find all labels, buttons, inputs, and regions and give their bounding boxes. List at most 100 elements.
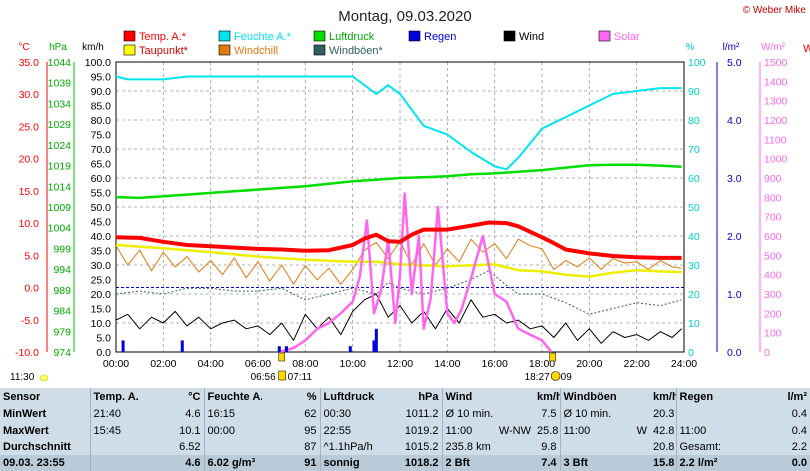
axis-unit-wind: km/h <box>82 42 104 53</box>
time-tick-label: 10:00 <box>340 358 366 370</box>
temp-tick-label: 35.0 <box>19 57 40 69</box>
rain-info <box>675 406 736 423</box>
dewpoint-line <box>115 243 682 278</box>
legend-swatch <box>313 44 326 56</box>
legend-label: Wind <box>519 31 544 43</box>
legend-swatch <box>598 30 611 42</box>
pressure-tick-label: 1044 <box>48 57 72 69</box>
rain-value: 2.2 <box>791 440 807 453</box>
wind-tick-label: 45.0 <box>91 217 112 229</box>
legend-label: Windböen* <box>329 45 384 57</box>
header-sensor: Sensor <box>3 391 41 404</box>
row-label: MinWert <box>3 408 47 421</box>
stats-row-max: MaxWert 15:45 10.1 00:00 95 22:55 1019.2… <box>0 422 810 439</box>
legend-label: Luftdruck <box>329 31 375 43</box>
rain-total: 2.2 l/m² <box>675 454 736 471</box>
gust-value: 42.8 <box>653 424 675 437</box>
gust-info <box>559 438 620 455</box>
legend-swatch <box>313 30 326 42</box>
temp-tick-label: 5.0 <box>24 250 39 262</box>
header-wind: Wind <box>441 388 494 407</box>
humidity-value: 87 <box>304 440 317 453</box>
wind-tick-label: 15.0 <box>91 304 112 316</box>
weather-condition: sonnig <box>319 454 390 471</box>
gust-direction <box>620 406 650 422</box>
humidity-time: 16:15 <box>203 406 262 423</box>
rain-tick-label: 5.0 <box>727 57 742 69</box>
rain-bar <box>277 346 281 352</box>
legend-label: Windchill <box>234 45 278 57</box>
pressure-value: 1015.2 <box>404 440 439 453</box>
time-tick-label: 04:00 <box>198 358 224 370</box>
wind-tick-label: 55.0 <box>91 188 112 200</box>
humidity-tick-label: 80 <box>688 115 700 127</box>
header-rain-unit: l/m² <box>787 391 807 404</box>
rain-value: 0.0 <box>736 454 810 471</box>
rain-bar <box>374 328 378 352</box>
axis-unit-solar: W/m² <box>761 42 786 53</box>
plot-frame <box>115 61 685 353</box>
solar-tick-label: 1200 <box>764 115 788 127</box>
axis-unit-pressure: hPa <box>49 42 67 53</box>
solar-tick-label: 400 <box>764 270 782 282</box>
pressure-tick-label: 994 <box>53 264 71 276</box>
temp-tick-label: 30.0 <box>19 89 40 101</box>
wind-direction <box>494 406 534 422</box>
humidity-tick-label: 0 <box>688 347 694 359</box>
pressure-tick-label: 984 <box>53 306 71 318</box>
humidity-tick-label: 40 <box>688 231 700 243</box>
gust-direction <box>620 454 650 471</box>
pressure-value: 1019.2 <box>404 424 439 437</box>
header-pressure: Luftdruck <box>319 388 390 407</box>
rain-bar <box>180 340 184 352</box>
wind-value: 9.8 <box>541 440 557 453</box>
header-temp-unit: °C <box>188 391 201 404</box>
pressure-tick-label: 979 <box>53 326 71 338</box>
wind-info: 11:00 <box>441 422 494 439</box>
row-label: MaxWert <box>3 424 49 437</box>
pressure-tick-label: 1014 <box>48 181 72 193</box>
solar-tick-label: 1500 <box>764 57 788 69</box>
legend: Temp. A.* Feuchte A.* Luftdruck Regen Wind So… <box>123 30 640 57</box>
humidity-value: 62 <box>304 408 317 421</box>
temp-tick-label: -5.0 <box>21 315 39 327</box>
rain-tick-label: 2.0 <box>727 231 742 243</box>
temp-tick-label: 0.0 <box>24 283 39 295</box>
chart-title: Montag, 09.03.2020 <box>338 8 471 25</box>
time-tick-label: 22:00 <box>624 358 650 370</box>
axes: °C hPa km/h% l/m² W/m² 35.0 30.0 25.0 20.0 15.0 10… <box>15 42 787 370</box>
solar-tick-label: 300 <box>764 289 782 301</box>
wind-tick-label: 90.0 <box>91 86 112 98</box>
time-tick-label: 00:00 <box>103 358 129 370</box>
day-marker-icon <box>39 374 49 382</box>
pressure-tick-label: 1029 <box>48 119 72 131</box>
gust-value: 20.8 <box>653 440 675 453</box>
temp-value: 6.52 <box>179 440 201 453</box>
rain-value: 0.4 <box>791 408 807 421</box>
wind-value: 7.4 <box>534 454 560 471</box>
pressure-tick-label: 1019 <box>48 161 72 173</box>
legend-swatch <box>218 44 231 56</box>
wind-direction <box>494 439 534 455</box>
pressure-tick-label: 1004 <box>48 223 72 235</box>
wind-tick-label: 10.0 <box>91 318 112 330</box>
time-tick-label: 18:00 <box>529 358 555 370</box>
wind-tick-label: 65.0 <box>91 159 112 171</box>
temp-value: 4.6 <box>150 454 204 471</box>
legend-swatch <box>123 30 136 42</box>
header-humidity: Feuchte A. <box>203 388 262 407</box>
humidity-time: 00:00 <box>203 422 262 439</box>
legend-label: Regen <box>424 31 456 43</box>
humidity-tick-label: 60 <box>688 173 700 185</box>
pressure-time: 22:55 <box>319 422 390 439</box>
header-pressure-unit: hPa <box>418 391 439 404</box>
time-tick-label: 02:00 <box>150 358 176 370</box>
humidity-tick-label: 10 <box>688 318 700 330</box>
temp-tick-label: 15.0 <box>19 186 40 198</box>
header-wind-unit: km/h <box>537 391 560 404</box>
time-tick-label: 24:00 <box>671 358 697 370</box>
series-layer <box>115 75 682 354</box>
wind-tick-label: 25.0 <box>91 275 112 287</box>
humidity-time <box>203 438 262 455</box>
wind-tick-label: 20.0 <box>91 289 112 301</box>
